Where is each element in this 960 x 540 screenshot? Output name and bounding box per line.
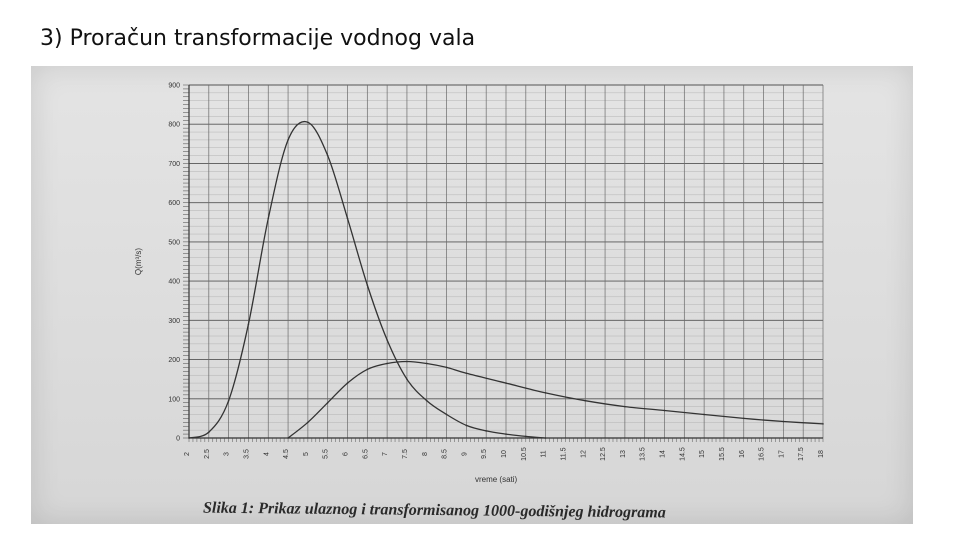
data-point <box>406 360 408 363</box>
series-line-outflow <box>287 360 824 439</box>
x-tick-label: 5.5 <box>323 449 330 459</box>
data-point <box>386 339 388 341</box>
data-point <box>525 435 527 438</box>
data-point <box>544 437 547 439</box>
x-tick-label: 4 <box>263 452 270 456</box>
x-tick-label: 9 <box>461 452 468 456</box>
scanned-figure: 0 100 200 300 400 500 600 700 800 900 2 2.5 3 3.5 4 4.5… <box>31 66 913 524</box>
x-tick-label: 13.5 <box>640 447 647 461</box>
data-point <box>425 399 428 402</box>
y-axis-label: Q(m³/s) <box>134 248 143 275</box>
x-tick-label: 16.5 <box>759 447 766 461</box>
y-tick-label: 500 <box>168 239 180 246</box>
data-point <box>307 421 309 424</box>
data-point <box>287 139 289 141</box>
x-tick-label: 4.5 <box>283 449 290 459</box>
x-tick-label: 11.5 <box>560 447 567 460</box>
x-tick-label: 17 <box>778 450 785 458</box>
data-point <box>247 323 250 326</box>
x-tick-label: 18 <box>818 450 825 458</box>
data-point <box>366 284 369 286</box>
x-tick-label: 3 <box>224 452 231 456</box>
data-point <box>445 413 448 416</box>
slide-title: 3) Proračun transformacije vodnog vala <box>40 26 476 51</box>
y-tick-label: 600 <box>168 200 180 207</box>
y-tick-label: 100 <box>168 396 180 403</box>
x-tick-label: 13 <box>620 450 627 458</box>
x-tick-label: 12 <box>580 450 587 458</box>
data-point <box>346 217 349 220</box>
data-point <box>465 372 468 375</box>
x-tick-label: 16 <box>739 450 746 458</box>
data-point <box>445 366 448 369</box>
x-tick-label: 7.5 <box>402 449 409 459</box>
data-point <box>465 424 468 427</box>
data-point <box>822 423 824 425</box>
data-point <box>425 362 428 365</box>
x-tick-label: 12.5 <box>600 447 607 461</box>
x-tick-label: 8.5 <box>442 449 449 459</box>
x-tick-label: 14 <box>660 450 667 458</box>
x-tick-label: 3.5 <box>243 449 250 459</box>
data-point <box>406 378 408 380</box>
x-tick-label: 17.5 <box>798 447 805 461</box>
data-point <box>663 409 666 412</box>
y-tick-label: 900 <box>168 83 180 90</box>
x-tick-label: 9.5 <box>481 449 488 459</box>
data-point <box>584 399 587 402</box>
y-tick-label: 700 <box>168 161 180 168</box>
x-tick-label: 11 <box>541 450 548 457</box>
x-axis-label: vreme (sati) <box>475 475 518 484</box>
data-point <box>485 430 487 432</box>
y-tick-label: 800 <box>168 122 180 129</box>
data-point <box>782 420 785 423</box>
y-tick-label: 0 <box>176 436 180 443</box>
x-tick-label: 2 <box>184 452 191 456</box>
x-tick-label: 15 <box>699 450 706 458</box>
x-tick-label: 15.5 <box>719 447 726 461</box>
data-point <box>366 368 369 371</box>
x-tick-label: 8 <box>422 452 429 456</box>
data-point <box>287 437 289 439</box>
data-point <box>544 392 547 394</box>
data-point <box>505 382 507 384</box>
hydrograph-chart: 0 100 200 300 400 500 600 700 800 900 2 2.5 3 3.5 4 4.5… <box>134 83 825 485</box>
x-tick-label: 2.5 <box>204 449 211 459</box>
data-point <box>326 401 329 404</box>
x-tick-label: 10.5 <box>521 447 528 461</box>
data-point <box>208 431 210 433</box>
data-point <box>188 437 190 439</box>
data-point <box>307 121 309 124</box>
x-tick-label: 6 <box>343 452 350 456</box>
y-tick-label: 400 <box>168 279 180 286</box>
y-tick-label: 200 <box>168 357 180 364</box>
data-point <box>624 405 626 408</box>
x-tick-label: 5 <box>303 452 310 456</box>
x-tick-label: 10 <box>501 450 508 458</box>
data-point <box>267 217 270 220</box>
y-tick-label: 300 <box>168 318 180 325</box>
data-point <box>742 417 745 420</box>
data-point <box>703 413 705 416</box>
x-tick-label: 6.5 <box>362 449 369 459</box>
x-tick-label: 7 <box>382 452 389 456</box>
data-point <box>227 399 230 402</box>
data-point <box>326 154 329 157</box>
data-point <box>386 362 388 365</box>
data-point <box>346 382 349 384</box>
x-tick-label: 14.5 <box>679 447 686 461</box>
data-point <box>505 433 507 435</box>
